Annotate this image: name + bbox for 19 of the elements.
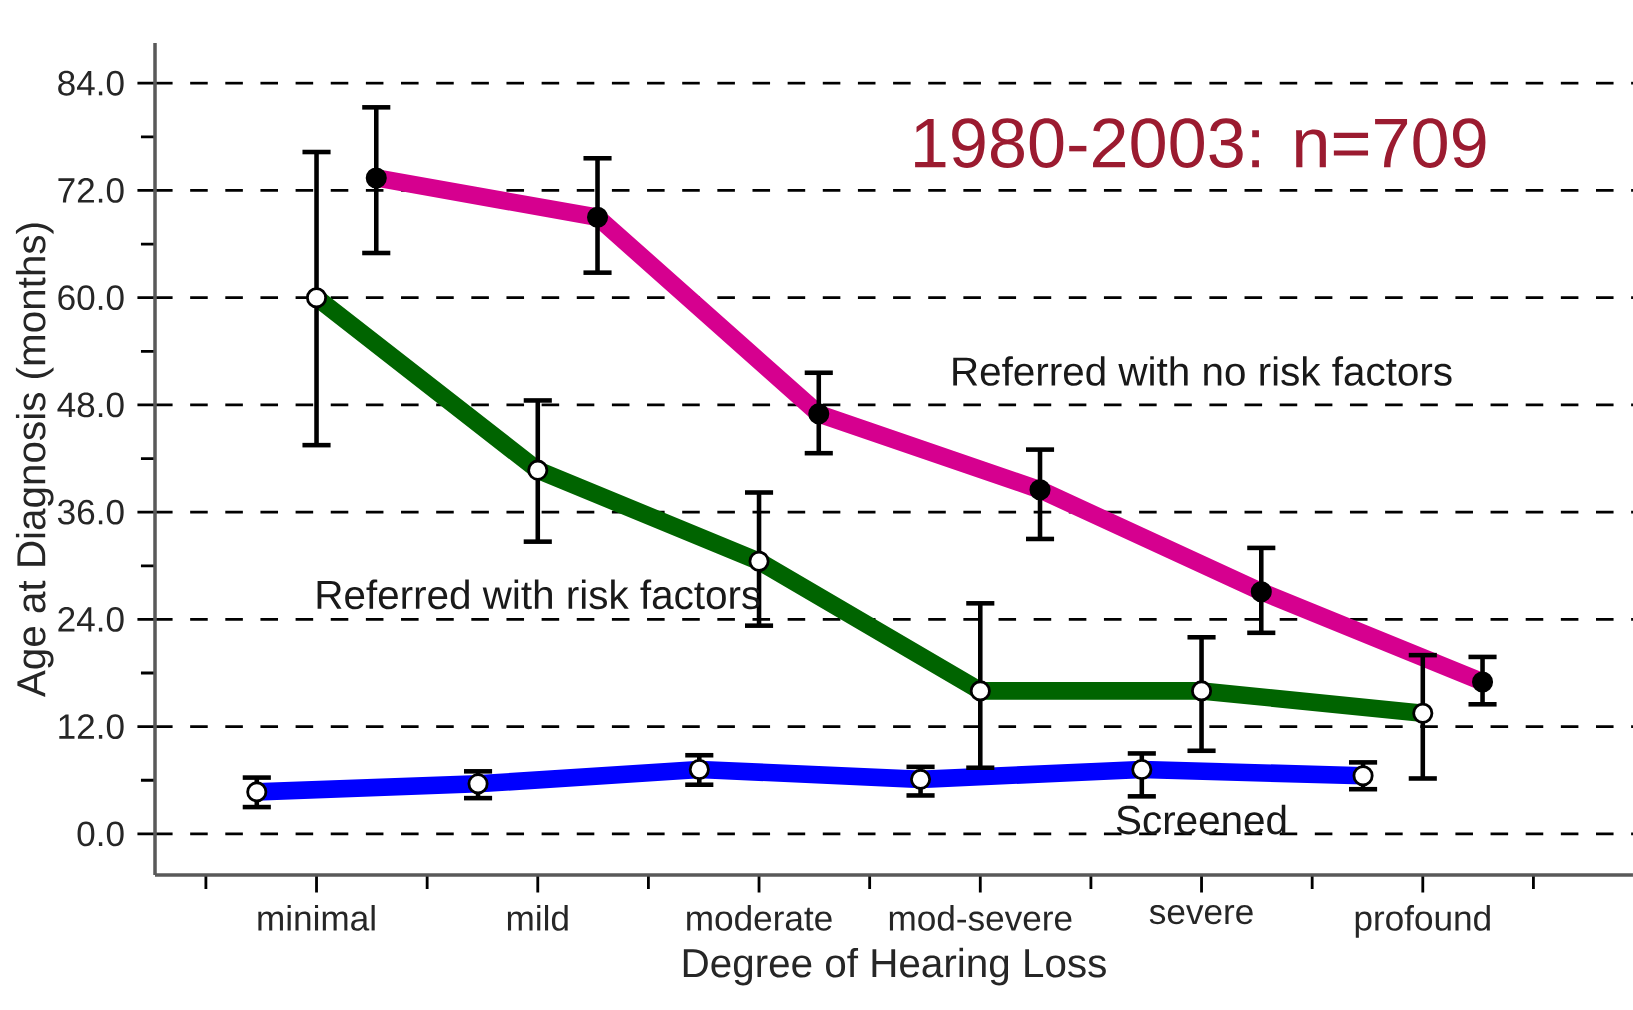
y-tick-label: 72.0 bbox=[58, 178, 124, 203]
x-tick-label: profound bbox=[1355, 904, 1490, 938]
y-axis-title: Age at Diagnosis (months) bbox=[15, 223, 54, 698]
y-tick-label: 24.0 bbox=[58, 606, 124, 632]
annotation: 1980-2003: n=709 bbox=[915, 118, 1486, 168]
y-tick-label: 36.0 bbox=[57, 499, 124, 525]
y-tick-label: 60.0 bbox=[58, 285, 124, 311]
x-tick-label: severe bbox=[1149, 904, 1253, 925]
x-tick-label: minimal bbox=[258, 904, 375, 931]
x-axis-title: Degree of Hearing Loss bbox=[683, 947, 1106, 986]
y-tick-label: 12.0 bbox=[59, 714, 124, 740]
series-label: Referred with no risk factors bbox=[953, 356, 1452, 386]
y-tick-label: 0.0 bbox=[77, 821, 124, 847]
y-tick-label: 48.0 bbox=[57, 392, 124, 418]
series-label: Screened bbox=[1116, 804, 1286, 835]
x-tick-label: mild bbox=[507, 904, 568, 931]
x-tick-label: mod-severe bbox=[889, 904, 1072, 931]
x-tick-label: moderate bbox=[687, 904, 832, 931]
y-tick-label: 84.0 bbox=[58, 70, 124, 96]
